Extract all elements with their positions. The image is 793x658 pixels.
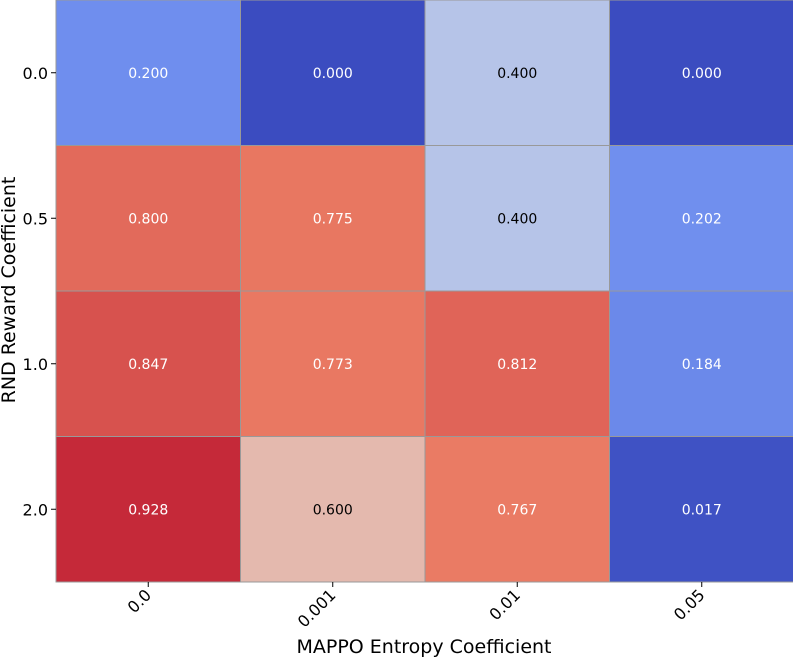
heatmap-cells [55,0,793,583]
cell-value-label-r3-c2: 0.767 [497,502,537,518]
cell-value-label-r1-c0: 0.800 [128,211,168,227]
x-axis-ticks: 0.0 0.001 0.01 0.05 [124,582,709,631]
cell-value-label-r0-c3: 0.000 [682,66,722,82]
cell-value-label-r0-c1: 0.000 [313,66,353,82]
cell-value-label-r3-c0: 0.928 [128,502,168,518]
heatmap-cell-r1-c0 [55,145,241,292]
heatmap-cell-r0-c0 [55,0,241,146]
x-axis-label: MAPPO Entropy Coefficient [296,636,551,658]
cell-value-label-r2-c1: 0.773 [313,357,353,373]
heatmap-cell-r2-c0 [55,290,241,437]
y-tick-label-3: 2.0 [23,500,48,519]
cell-value-label-r1-c3: 0.202 [682,211,722,227]
heatmap-cell-r3-c3 [609,436,793,583]
cell-value-label-r3-c1: 0.600 [313,502,353,518]
cell-value-label-r2-c3: 0.184 [682,357,722,373]
heatmap-cell-r0-c1 [240,0,426,146]
heatmap-cell-r2-c1 [240,290,426,437]
cell-value-label-r2-c2: 0.812 [497,357,537,373]
y-tick-label-2: 1.0 [23,355,48,374]
heatmap-cell-r3-c0 [55,436,241,583]
cell-value-label-r1-c2: 0.400 [497,211,537,227]
y-axis-label: RND Reward Coefficient [0,177,20,404]
y-tick-label-1: 0.5 [23,209,48,228]
cell-value-label-r1-c1: 0.775 [313,211,353,227]
y-axis-ticks: 0.0 0.5 1.0 2.0 [23,64,56,519]
x-tick-label-2: 0.01 [485,585,524,624]
heatmap-cell-r1-c3 [609,145,793,292]
heatmap-cell-r2-c3 [609,290,793,437]
x-tick-label-0: 0.0 [124,585,155,616]
x-tick-label-1: 0.001 [294,585,340,631]
heatmap-cell-r3-c1 [240,436,426,583]
heatmap-cell-r0-c2 [424,0,610,146]
heatmap-cell-r3-c2 [424,436,610,583]
cell-value-label-r0-c2: 0.400 [497,66,537,82]
heatmap-cell-r1-c1 [240,145,426,292]
cell-value-label-r0-c0: 0.200 [128,66,168,82]
cell-value-label-r3-c3: 0.017 [682,502,722,518]
y-tick-label-0: 0.0 [23,64,48,83]
heatmap-cell-r1-c2 [424,145,610,292]
x-tick-label-3: 0.05 [670,585,709,624]
cell-value-label-r2-c0: 0.847 [128,357,168,373]
heatmap-cell-labels: 0.200 0.000 0.400 0.000 0.800 0.775 0.400 0.202… [128,66,722,519]
heatmap-cell-r0-c3 [609,0,793,146]
